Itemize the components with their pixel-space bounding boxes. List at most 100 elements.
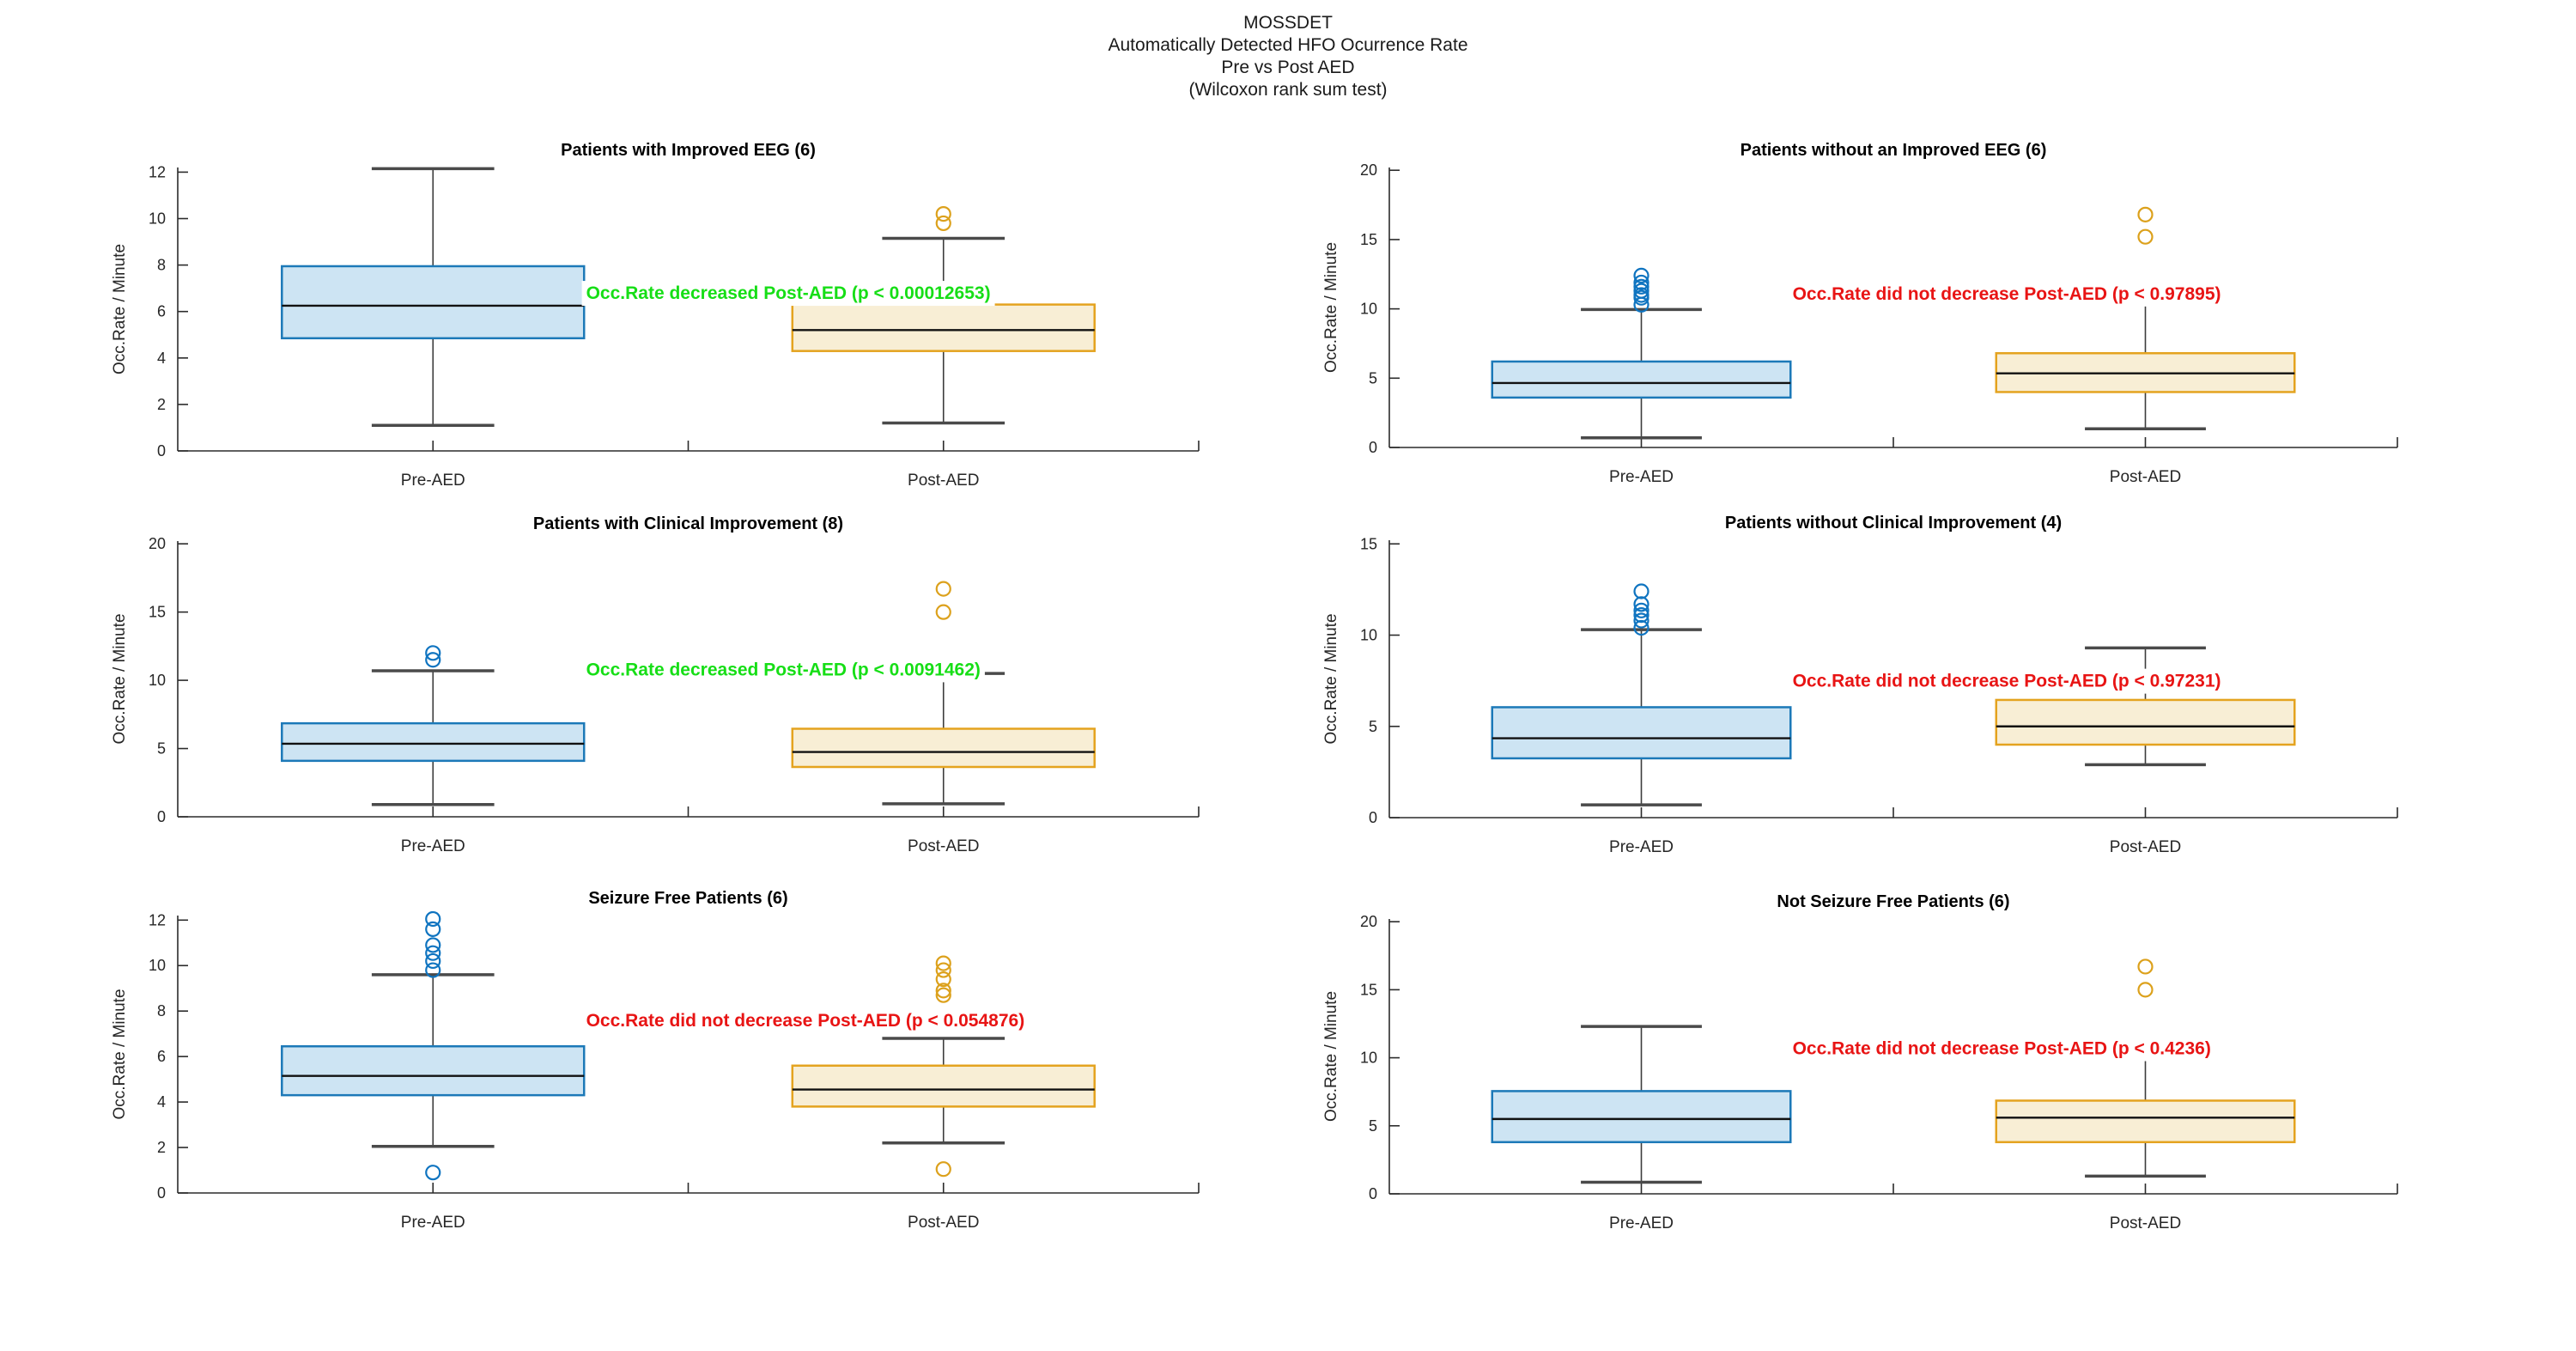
y-tick-label: 12 — [149, 163, 166, 180]
x-category-label: Pre-AED — [401, 837, 465, 855]
outlier-marker — [425, 937, 441, 953]
y-tick-label: 0 — [157, 442, 166, 459]
outlier-marker — [935, 581, 951, 597]
y-tick-label: 0 — [157, 1184, 166, 1202]
outlier-marker — [1633, 596, 1649, 612]
y-tick-label: 15 — [1360, 231, 1377, 248]
outlier-marker — [935, 215, 951, 232]
y-axis-label: Occ.Rate / Minute — [111, 989, 129, 1119]
y-tick-label: 20 — [149, 535, 166, 552]
outlier-marker — [1633, 602, 1649, 618]
box-group-post — [791, 205, 1096, 425]
figure-title-line-2: Automatically Detected HFO Ocurrence Rat… — [1108, 35, 1468, 55]
x-category-label: Pre-AED — [1609, 468, 1674, 486]
subplot-3: 0 5 10 15 20 Occ.Rate / Minute Patients with C… — [111, 514, 1200, 855]
outlier-marker — [1633, 619, 1649, 636]
y-tick-label: 0 — [157, 808, 166, 825]
x-category-label: Pre-AED — [1609, 1214, 1674, 1232]
significance-annotation: Occ.Rate did not decrease Post-AED (p < … — [1793, 1038, 2211, 1058]
x-category-label: Pre-AED — [401, 1214, 465, 1232]
y-axis-label: Occ.Rate / Minute — [1322, 613, 1340, 744]
y-tick-label: 5 — [1369, 718, 1377, 735]
x-category-label: Post-AED — [908, 472, 979, 490]
y-tick-label: 2 — [157, 1139, 166, 1156]
box-group-pre — [1491, 1025, 1792, 1184]
y-tick-label: 10 — [1360, 1050, 1377, 1067]
box-group-post — [1995, 206, 2296, 430]
box-group-post — [791, 581, 1096, 806]
outlier-marker — [935, 604, 951, 620]
box-group-pre — [281, 910, 586, 1181]
outlier-marker — [425, 910, 441, 928]
box-group-pre — [1491, 583, 1792, 806]
subplot-2: 0 5 10 15 20 Occ.Rate / Minute Patients withou… — [1322, 141, 2398, 486]
x-category-label: Pre-AED — [1609, 838, 1674, 856]
y-tick-label: 2 — [157, 396, 166, 413]
outlier-marker — [425, 962, 441, 978]
y-tick-label: 10 — [149, 957, 166, 974]
box-group-pre — [281, 167, 586, 427]
iqr-box — [1491, 1090, 1792, 1144]
box-group-post — [791, 955, 1096, 1178]
y-tick-label: 15 — [1360, 535, 1377, 552]
y-axis-label: Occ.Rate / Minute — [111, 244, 129, 374]
annotation-background — [1788, 1036, 2215, 1062]
outlier-marker — [1633, 612, 1649, 629]
x-category-label: Post-AED — [908, 837, 979, 855]
significance-annotation: Occ.Rate did not decrease Post-AED (p < … — [1793, 284, 2221, 304]
significance-annotation: Occ.Rate decreased Post-AED (p < 0.00012… — [586, 283, 991, 303]
outlier-marker — [425, 645, 441, 661]
y-tick-label: 6 — [157, 1048, 166, 1065]
y-tick-label: 0 — [1369, 439, 1377, 456]
outlier-marker — [2137, 982, 2154, 998]
y-tick-label: 0 — [1369, 809, 1377, 826]
y-tick-label: 15 — [149, 604, 166, 621]
subplot-title: Seizure Free Patients (6) — [588, 889, 787, 908]
outlier-marker — [2137, 958, 2154, 975]
y-tick-label: 5 — [157, 740, 166, 758]
outlier-marker — [425, 1165, 441, 1181]
subplot-title: Patients with Improved EEG (6) — [561, 141, 816, 160]
outlier-marker — [1633, 583, 1649, 599]
iqr-box — [791, 303, 1096, 352]
outlier-marker — [935, 971, 951, 988]
y-tick-label: 4 — [157, 350, 166, 367]
y-axis-label: Occ.Rate / Minute — [1322, 991, 1340, 1122]
iqr-box — [281, 721, 586, 763]
outlier-marker — [935, 955, 951, 971]
iqr-box — [281, 265, 586, 340]
annotation-background — [581, 1007, 1030, 1033]
outlier-marker — [425, 652, 441, 668]
y-tick-label: 10 — [149, 210, 166, 228]
significance-annotation: Occ.Rate decreased Post-AED (p < 0.00914… — [586, 660, 981, 679]
iqr-box — [281, 1044, 586, 1097]
outlier-marker — [935, 205, 951, 222]
box-group-post — [1995, 646, 2296, 767]
y-tick-label: 4 — [157, 1093, 166, 1111]
y-axis-label: Occ.Rate / Minute — [1322, 242, 1340, 373]
subplot-1: 0 2 4 6 8 10 12 Occ.Rate / Minute Patients with … — [111, 141, 1200, 490]
figure-title-line-4: (Wilcoxon rank sum test) — [1188, 80, 1388, 100]
outlier-marker — [1633, 278, 1649, 295]
significance-annotation: Occ.Rate did not decrease Post-AED (p < … — [1793, 672, 2221, 691]
iqr-box — [791, 727, 1096, 769]
y-tick-label: 6 — [157, 303, 166, 320]
outlier-marker — [935, 962, 951, 978]
y-axis-label: Occ.Rate / Minute — [111, 613, 129, 744]
figure-title: MOSSDET Automatically Detected HFO Ocurr… — [0, 12, 2576, 101]
x-category-label: Post-AED — [2110, 468, 2181, 486]
subplot-title: Patients without Clinical Improvement (4… — [1725, 514, 2062, 532]
x-category-label: Post-AED — [2110, 1214, 2181, 1232]
iqr-box — [791, 1064, 1096, 1108]
box-group-pre — [1491, 267, 1792, 440]
box-group-post — [1995, 958, 2296, 1178]
iqr-box — [1995, 698, 2296, 746]
outlier-marker — [1633, 287, 1649, 303]
y-tick-label: 20 — [1360, 913, 1377, 930]
subplot-4: 0 5 10 15 Occ.Rate / Minute Patients without … — [1322, 514, 2398, 856]
y-tick-label: 8 — [157, 1002, 166, 1019]
y-tick-label: 8 — [157, 257, 166, 274]
iqr-box — [1491, 360, 1792, 399]
figure-title-line-3: Pre vs Post AED — [1221, 58, 1355, 77]
